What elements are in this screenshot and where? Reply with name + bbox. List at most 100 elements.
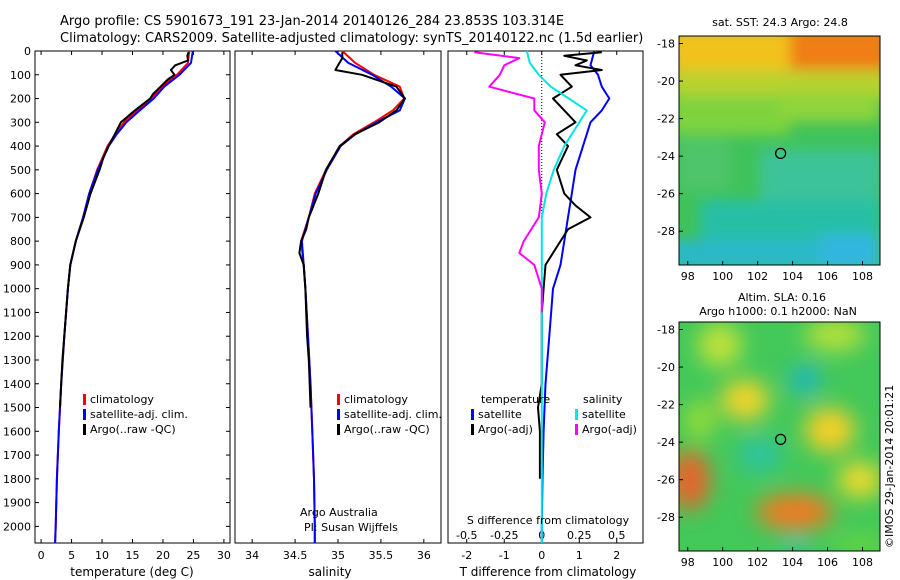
legend-swatch — [575, 424, 578, 435]
series-line — [474, 51, 546, 313]
sst-map-axes: 98 100 102 104 106 108 -18 -20 -22 -24 -26 -28 — [657, 38, 873, 283]
s-difference-tick-label: 0.5 — [608, 529, 626, 542]
s-difference-label: S difference from climatology — [467, 514, 630, 527]
difference-axes — [447, 50, 644, 544]
legend-swatch — [337, 409, 340, 420]
salinity-xlabel: salinity — [308, 565, 351, 579]
series-line — [300, 50, 406, 543]
salinity-legend: climatology satellite-adj. clim. Argo(..ra… — [337, 393, 442, 436]
depth-tick-label: 800 — [10, 235, 31, 248]
s-difference-tick-label: 0.25 — [567, 529, 592, 542]
legend-label: climatology — [90, 393, 154, 406]
temperature-tick-label: 0 — [38, 549, 45, 562]
latitude-tick-label: -20 — [657, 75, 675, 88]
longitude-tick-label: 104 — [782, 270, 803, 283]
depth-tick-label: 2000 — [3, 520, 31, 533]
temperature-tick-label: 25 — [186, 549, 200, 562]
depth-tick-label: 500 — [10, 164, 31, 177]
salinity-tick-label: 35.5 — [369, 549, 394, 562]
depth-tick-label: 900 — [10, 259, 31, 272]
legend-swatch — [83, 409, 86, 420]
t-difference-tick-label: 0 — [538, 549, 545, 562]
legend-label: satellite — [478, 408, 522, 421]
temperature-panel: 0100200300400500600700800900100011001200… — [3, 45, 643, 579]
temperature-legend: climatology satellite-adj. clim. Argo(..ra… — [83, 393, 188, 436]
depth-tick-label: 1000 — [3, 283, 31, 296]
series-line — [525, 50, 588, 543]
depth-tick-label: 600 — [10, 188, 31, 201]
difference-panel: -2 -1 0 1 2-0.5 -0.25 0 0.25 0.5 temperature sali… — [447, 50, 644, 579]
legend-swatch — [575, 409, 578, 420]
title-line-2: Climatology: CARS2009. Satellite-adjuste… — [60, 31, 643, 46]
depth-tick-label: 1100 — [3, 306, 31, 319]
depth-tick-label: 100 — [10, 69, 31, 82]
legend-swatch — [83, 424, 86, 435]
legend-swatch — [471, 424, 474, 435]
t-difference-label: T difference from climatology — [459, 565, 637, 579]
depth-tick-label: 200 — [10, 93, 31, 106]
latitude-tick-label: -24 — [657, 150, 675, 163]
series-line — [59, 51, 190, 408]
salinity-tick-label: 36 — [417, 549, 431, 562]
temperature-tick-label: 10 — [95, 549, 109, 562]
sla-map: Altim. SLA: 0.16 Argo h1000: 0.1 h2000: … — [657, 291, 881, 569]
longitude-tick-label: 98 — [681, 556, 695, 569]
t-difference-tick-label: -1 — [499, 549, 510, 562]
argo-australia-annotation: Argo Australia — [300, 506, 378, 519]
latitude-tick-label: -20 — [657, 361, 675, 374]
latitude-tick-label: -18 — [657, 38, 675, 51]
longitude-tick-label: 104 — [782, 556, 803, 569]
latitude-tick-label: -24 — [657, 436, 675, 449]
longitude-tick-label: 100 — [712, 556, 733, 569]
longitude-tick-label: 102 — [747, 556, 768, 569]
series-line — [298, 52, 406, 408]
temperature-series — [54, 50, 194, 544]
legend-swatch — [471, 409, 474, 420]
depth-tick-label: 400 — [10, 140, 31, 153]
longitude-tick-label: 100 — [712, 270, 733, 283]
temperature-x-axis: 0 5 10 15 20 25 30 — [38, 51, 231, 562]
sst-map: sat. SST: 24.3 Argo: 24.8 98 100 102 104 106… — [657, 16, 881, 283]
latitude-tick-label: -22 — [657, 113, 675, 126]
legend-header-temperature: temperature — [481, 393, 550, 406]
difference-legend: temperature salinity satellite Argo(-adj) sa… — [471, 393, 637, 436]
temperature-tick-label: 15 — [126, 549, 140, 562]
legend-swatch — [83, 394, 86, 405]
legend-label: satellite-adj. clim. — [344, 408, 442, 421]
salinity-panel: 34 34.5 35 35.5 36 climatology satellite-adj.… — [234, 50, 442, 579]
argo-location-marker — [774, 147, 787, 160]
imos-timestamp: ©IMOS 29-Jan-2014 20:01:21 — [883, 385, 896, 548]
depth-tick-label: 1600 — [3, 425, 31, 438]
legend-label: Argo(-adj) — [582, 423, 637, 436]
depth-tick-label: 1400 — [3, 378, 31, 391]
s-difference-tick-label: -0.25 — [490, 529, 518, 542]
longitude-tick-label: 108 — [852, 556, 873, 569]
t-difference-tick-label: 2 — [613, 549, 620, 562]
sst-map-title: sat. SST: 24.3 Argo: 24.8 — [712, 16, 848, 29]
longitude-tick-label: 98 — [681, 270, 695, 283]
depth-tick-label: 1800 — [3, 473, 31, 486]
title-line-1: Argo profile: CS 5901673_191 23-Jan-2014… — [60, 14, 564, 29]
sst-map-frame — [678, 35, 881, 266]
t-difference-tick-label: -2 — [461, 549, 472, 562]
longitude-tick-label: 102 — [747, 270, 768, 283]
salinity-tick-label: 34.5 — [283, 549, 308, 562]
latitude-tick-label: -28 — [657, 511, 675, 524]
depth-tick-label: 1900 — [3, 497, 31, 510]
legend-swatch — [337, 394, 340, 405]
salinity-tick-label: 34 — [245, 549, 259, 562]
longitude-tick-label: 106 — [817, 556, 838, 569]
legend-header-salinity: salinity — [583, 393, 623, 406]
legend-label: satellite-adj. clim. — [90, 408, 188, 421]
difference-series — [474, 50, 611, 543]
legend-label: climatology — [344, 393, 408, 406]
longitude-tick-label: 108 — [852, 270, 873, 283]
sla-map-title-line-2: Argo h1000: 0.1 h2000: NaN — [699, 305, 857, 318]
argo-location-marker — [774, 433, 787, 446]
latitude-tick-label: -26 — [657, 188, 675, 201]
salinity-series — [298, 50, 406, 543]
latitude-tick-label: -22 — [657, 399, 675, 412]
temperature-xlabel: temperature (deg C) — [70, 565, 193, 579]
salinity-tick-label: 35 — [331, 549, 345, 562]
